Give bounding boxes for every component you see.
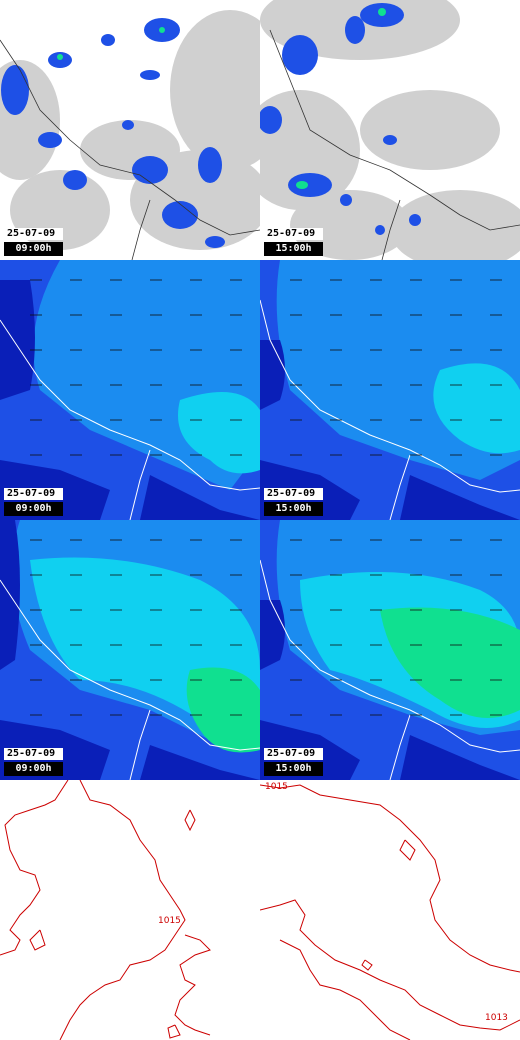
- precipitation-map-0900-graphic: [0, 0, 260, 260]
- precipitation-map-1500: 25-07-09 15:00h: [260, 0, 520, 260]
- wind-speed-map-0900: 25-07-09 09:00h: [0, 520, 260, 780]
- isobar-lines: [0, 780, 211, 1040]
- isobar-lines: [260, 784, 520, 1040]
- forecast-time: 15:00h: [264, 502, 323, 516]
- forecast-time: 09:00h: [4, 762, 63, 776]
- precipitation-map-0900: 25-07-09 09:00h: [0, 0, 260, 260]
- forecast-date: 25-07-09: [4, 228, 63, 240]
- forecast-time: 15:00h: [264, 762, 323, 776]
- forecast-date: 25-07-09: [264, 748, 323, 760]
- wind-arrows: [30, 539, 242, 716]
- isobar-label: 1015: [265, 782, 288, 792]
- timestamp-1500: 25-07-09 15:00h: [264, 488, 323, 516]
- isobar-label: 1015: [158, 916, 181, 926]
- wind-speed-map-1500-graphic: [260, 520, 520, 780]
- wind-speed-map-1500: 25-07-09 15:00h: [260, 520, 520, 780]
- wind-arrows: [290, 279, 502, 456]
- pressure-map-left: 1015: [0, 780, 260, 1040]
- forecast-time: 15:00h: [264, 242, 323, 256]
- forecast-date: 25-07-09: [264, 488, 323, 500]
- timestamp-1500: 25-07-09 15:00h: [264, 748, 323, 776]
- pressure-map-left-graphic: 1015: [0, 780, 260, 1040]
- pressure-map-right: 1015 1013: [260, 780, 520, 1040]
- forecast-date: 25-07-09: [4, 748, 63, 760]
- timestamp-0900: 25-07-09 09:00h: [4, 228, 63, 256]
- wind-arrows: [30, 279, 242, 456]
- wind-speed-map-0900-graphic: [0, 520, 260, 780]
- timestamp-0900: 25-07-09 09:00h: [4, 748, 63, 776]
- forecast-time: 09:00h: [4, 502, 63, 516]
- wind-arrows: [290, 539, 502, 716]
- precipitation-map-1500-graphic: [260, 0, 520, 260]
- wind-map-0900: 25-07-09 09:00h: [0, 260, 260, 520]
- forecast-date: 25-07-09: [264, 228, 323, 240]
- wind-map-0900-graphic: [0, 260, 260, 520]
- timestamp-0900: 25-07-09 09:00h: [4, 488, 63, 516]
- forecast-time: 09:00h: [4, 242, 63, 256]
- timestamp-1500: 25-07-09 15:00h: [264, 228, 323, 256]
- wind-map-1500: 25-07-09 15:00h: [260, 260, 520, 520]
- forecast-date: 25-07-09: [4, 488, 63, 500]
- wind-map-1500-graphic: [260, 260, 520, 520]
- isobar-label: 1013: [485, 1013, 508, 1023]
- pressure-map-right-graphic: 1015 1013: [260, 780, 520, 1040]
